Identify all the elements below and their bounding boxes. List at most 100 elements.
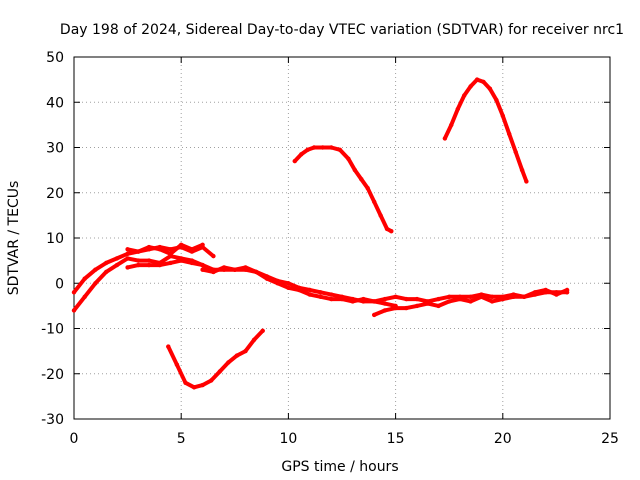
data-point — [320, 145, 325, 150]
data-point — [168, 251, 173, 256]
x-tick-label: 20 — [494, 431, 512, 447]
data-point — [275, 281, 280, 286]
data-point — [339, 296, 345, 302]
data-point — [232, 267, 237, 272]
x-tick-label: 5 — [177, 431, 186, 447]
data-point — [311, 145, 317, 150]
data-point — [468, 299, 473, 304]
series-line-track-g — [292, 145, 394, 234]
tick-labels: 0 5 10 15 20 25 -30 -20 -10 0 10 20 30 40 50 — [41, 50, 619, 447]
data-point — [382, 308, 388, 313]
data-point — [168, 260, 173, 266]
data-point — [71, 290, 77, 295]
data-point — [352, 167, 358, 173]
data-point — [404, 296, 409, 302]
data-point — [209, 378, 214, 383]
data-point — [507, 131, 512, 137]
data-point — [189, 260, 195, 266]
data-point — [166, 344, 171, 349]
data-point — [468, 84, 473, 89]
data-point — [361, 296, 366, 302]
data-point — [146, 258, 152, 263]
x-tick-label: 25 — [601, 431, 619, 447]
data-point — [286, 281, 291, 286]
data-point — [522, 294, 527, 299]
data-point — [329, 145, 334, 150]
data-point — [489, 299, 495, 304]
data-point — [425, 301, 430, 306]
y-tick-label: 30 — [46, 141, 64, 157]
data-point — [365, 186, 370, 191]
data-point — [93, 267, 98, 272]
data-point — [234, 353, 240, 358]
data-point — [329, 296, 334, 302]
data-point — [500, 113, 505, 119]
data-point — [307, 292, 312, 297]
axis-ticks — [73, 56, 611, 420]
data-point — [329, 292, 334, 297]
data-point — [489, 294, 495, 299]
y-tick-label: 0 — [55, 276, 64, 292]
data-point — [200, 262, 205, 268]
data-point — [494, 97, 499, 103]
data-point — [260, 328, 265, 333]
data-point — [524, 179, 529, 184]
data-point — [382, 301, 388, 306]
data-point — [479, 294, 484, 299]
data-point — [305, 147, 310, 152]
data-point — [384, 226, 390, 232]
data-point — [254, 269, 259, 275]
data-point — [337, 147, 343, 152]
data-point — [200, 242, 205, 247]
series-line-track-h — [442, 77, 529, 184]
data-point — [157, 247, 162, 252]
data-point — [468, 294, 473, 299]
y-tick-label: 40 — [46, 95, 64, 111]
data-point — [146, 244, 152, 250]
data-point — [447, 299, 452, 304]
data-point — [436, 303, 441, 309]
data-point — [114, 262, 120, 268]
grid — [74, 57, 610, 419]
data-point — [211, 269, 216, 275]
data-point — [481, 79, 486, 85]
x-axis-label: GPS time / hours — [281, 459, 398, 475]
data-point — [414, 296, 420, 302]
data-point — [372, 299, 377, 304]
data-point — [183, 380, 188, 385]
data-point — [125, 256, 130, 261]
data-point — [125, 247, 130, 252]
data-point — [217, 369, 222, 374]
data-point — [532, 290, 538, 295]
data-point — [554, 292, 559, 297]
data-point — [136, 249, 141, 254]
x-tick-label: 0 — [70, 431, 79, 447]
series-group — [71, 77, 570, 390]
data-point — [82, 276, 87, 281]
data-point — [393, 294, 398, 299]
data-point — [372, 312, 377, 318]
data-point — [543, 287, 548, 293]
data-point — [564, 287, 570, 293]
x-tick-label: 15 — [387, 431, 405, 447]
data-point — [221, 265, 227, 270]
data-point — [136, 262, 141, 268]
data-point — [318, 290, 323, 295]
y-tick-label: 10 — [46, 231, 64, 247]
data-point — [286, 285, 291, 290]
data-point — [513, 149, 518, 155]
series-line-track-f — [166, 328, 265, 390]
y-tick-label: -20 — [41, 367, 64, 383]
data-point — [179, 242, 184, 247]
data-point — [243, 265, 248, 270]
data-point — [179, 258, 184, 263]
y-tick-label: 20 — [46, 186, 64, 202]
y-axis-label: SDTVAR / TECUs — [6, 181, 22, 296]
data-point — [157, 262, 162, 268]
data-point — [264, 276, 270, 281]
data-point — [404, 305, 409, 311]
data-point — [511, 294, 516, 299]
data-point — [455, 106, 460, 112]
data-point — [299, 152, 304, 157]
data-point — [243, 348, 248, 354]
